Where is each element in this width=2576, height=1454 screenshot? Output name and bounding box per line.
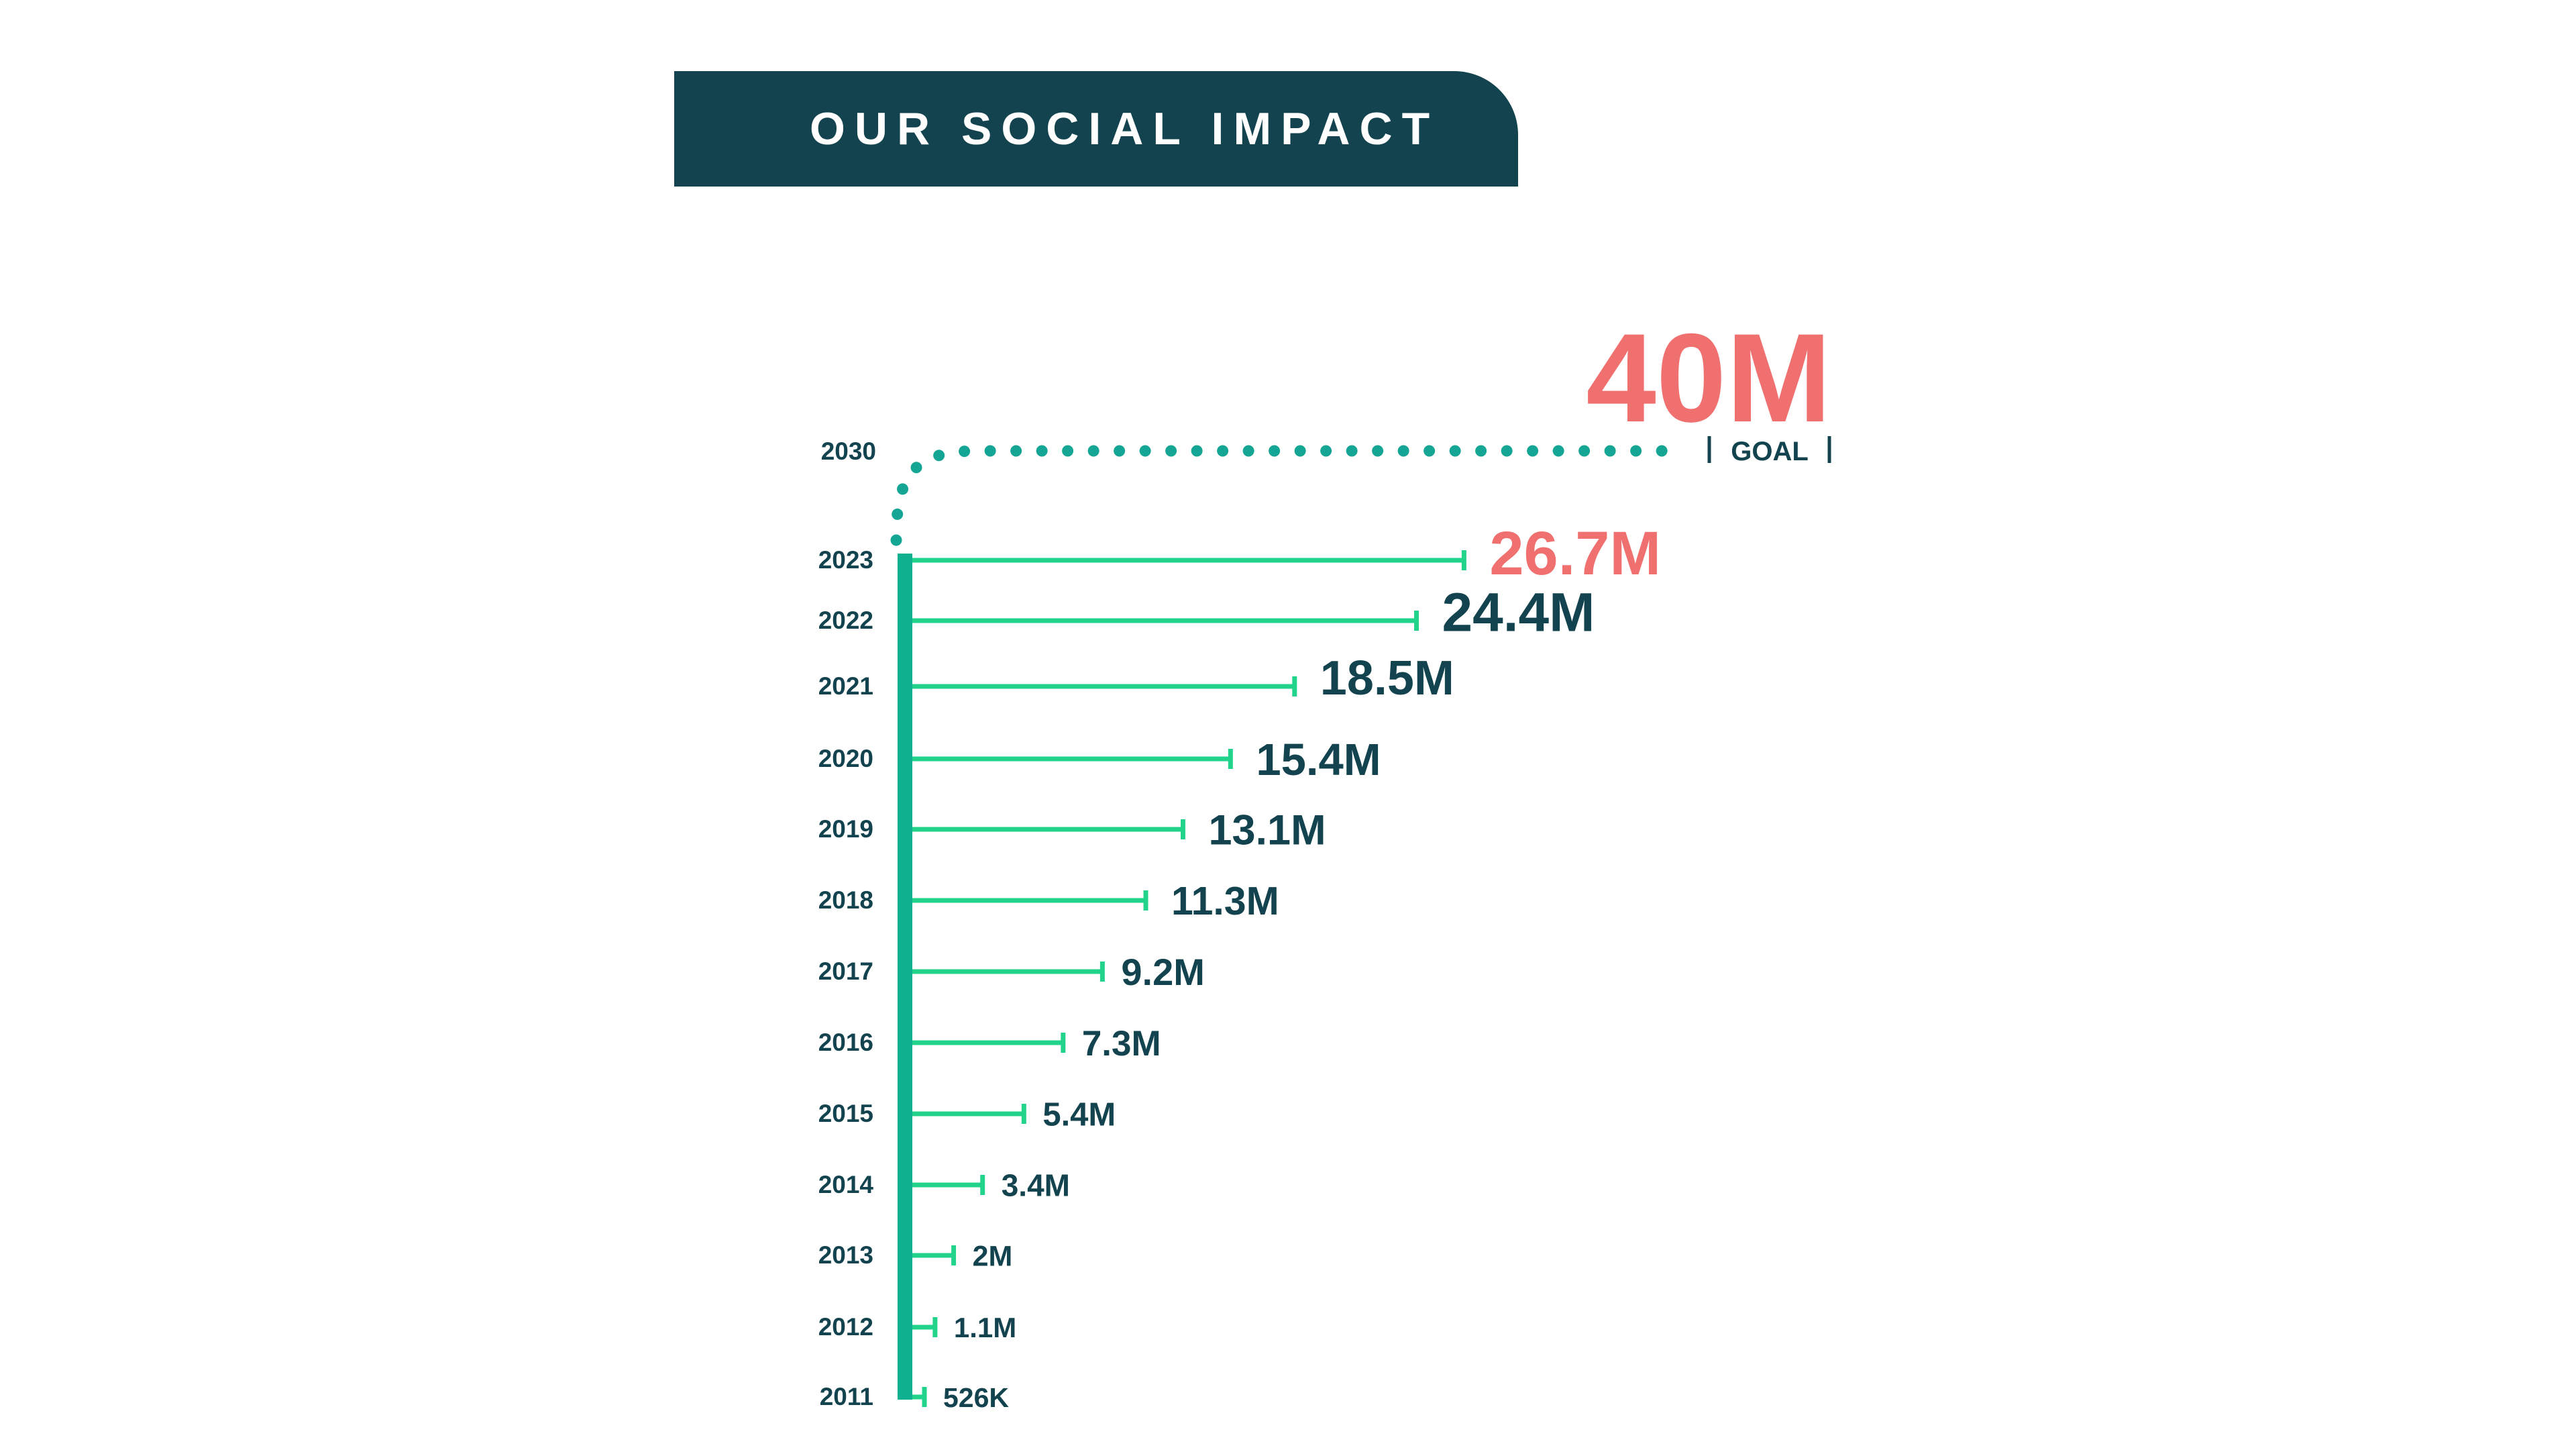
year-label-2013: 2013 [818,1241,873,1269]
value-label-2019: 13.1M [1208,807,1326,854]
value-label-2018: 11.3M [1171,879,1279,923]
year-label-2020: 2020 [818,745,873,772]
value-label-2011: 526K [943,1382,1009,1413]
page-title: OUR SOCIAL IMPACT [810,103,1440,154]
year-label-2016: 2016 [818,1029,873,1056]
header-banner: OUR SOCIAL IMPACT [674,71,1518,187]
goal-value-label: 40M [1586,307,1831,448]
bars-group [912,550,1466,1407]
value-label-2021: 18.5M [1320,652,1454,705]
goal-label: GOAL [1731,437,1809,466]
year-labels-group: 2011 2012 2013 2014 2015 2016 2017 2018 2019 2020… [818,546,874,1410]
value-label-2022: 24.4M [1442,582,1595,643]
year-label-2012: 2012 [818,1313,873,1341]
value-label-2012: 1.1M [954,1312,1016,1343]
year-label-2018: 2018 [818,886,873,914]
value-label-2023: 26.7M [1489,519,1661,588]
value-label-2014: 3.4M [1002,1168,1070,1203]
year-label-2019: 2019 [818,815,873,843]
value-label-2013: 2M [973,1240,1013,1272]
value-label-2016: 7.3M [1082,1024,1161,1063]
year-label-2023: 2023 [818,546,873,574]
year-label-2011: 2011 [820,1383,873,1410]
goal-dotted-line [890,445,1683,546]
value-label-2020: 15.4M [1256,735,1381,785]
value-label-2017: 9.2M [1121,951,1205,993]
year-label-2015: 2015 [818,1100,873,1127]
year-label-2014: 2014 [818,1171,874,1198]
value-label-2015: 5.4M [1042,1097,1116,1133]
year-label-2021: 2021 [818,672,873,700]
goal-year-label: 2030 [821,437,876,465]
timeline-axis [898,554,912,1400]
value-labels-group: 526K 1.1M 2M 3.4M 5.4M 7.3M 9.2M 11.3M 13.1M 15.4… [943,519,1661,1413]
year-label-2022: 2022 [818,607,873,634]
year-label-2017: 2017 [818,957,873,985]
